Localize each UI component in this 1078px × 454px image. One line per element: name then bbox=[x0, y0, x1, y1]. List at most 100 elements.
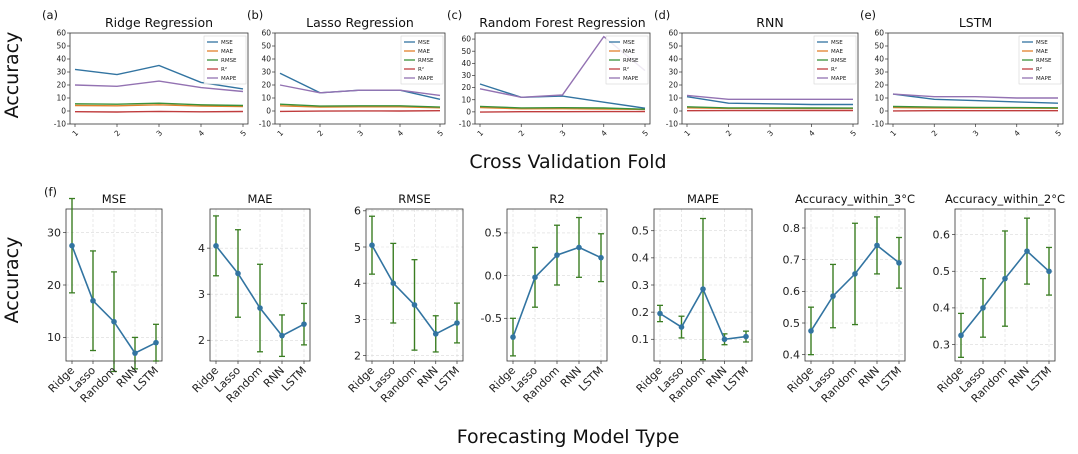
mean-point bbox=[554, 252, 560, 258]
x-tick-label: 2 bbox=[315, 128, 325, 138]
mean-point bbox=[808, 328, 814, 334]
series-line-mae bbox=[74, 104, 244, 108]
mean-point bbox=[132, 350, 138, 356]
y-tick-label: 30 bbox=[261, 68, 271, 77]
mean-point bbox=[830, 293, 836, 299]
legend-label: MAE bbox=[221, 49, 234, 55]
panel-title: MAPE bbox=[687, 192, 719, 206]
x-tick-label: 4 bbox=[395, 128, 405, 138]
legend-label: RMSE bbox=[221, 58, 237, 64]
top-x-label: Cross Validation Fold bbox=[469, 151, 666, 173]
y-tick-label: 0.5 bbox=[485, 227, 503, 240]
legend-label: R² bbox=[418, 66, 424, 73]
x-tick-label: 3 bbox=[971, 128, 981, 138]
mean-point bbox=[454, 320, 460, 326]
y-tick-label: 20 bbox=[461, 83, 471, 92]
mean-point bbox=[301, 321, 307, 327]
panel-title: RMSE bbox=[398, 192, 430, 206]
y-tick-label: 0.5 bbox=[632, 225, 650, 238]
mean-point bbox=[980, 305, 986, 311]
y-tick-label: 0.2 bbox=[632, 306, 650, 319]
y-tick-label: 0 bbox=[266, 107, 271, 116]
panel-title: LSTM bbox=[959, 15, 992, 30]
y-tick-label: 4 bbox=[198, 242, 205, 255]
y-tick-label: 50 bbox=[461, 47, 471, 56]
y-tick-label: 0.1 bbox=[632, 333, 650, 346]
legend-label: RMSE bbox=[418, 58, 434, 64]
y-tick-label: 10 bbox=[56, 94, 66, 103]
y-tick-label: 60 bbox=[874, 29, 884, 38]
bottom-y-label: Accuracy bbox=[1, 237, 23, 324]
legend-label: R² bbox=[623, 66, 629, 73]
y-tick-label: 20 bbox=[47, 279, 61, 292]
y-tick-label: 20 bbox=[874, 81, 884, 90]
legend-label: MAPE bbox=[418, 76, 434, 82]
series-line-mape bbox=[892, 93, 1058, 99]
y-tick-label: 30 bbox=[874, 68, 884, 77]
y-tick-label: 20 bbox=[261, 81, 271, 90]
panel-title: R2 bbox=[549, 192, 564, 206]
y-tick-label: 3 bbox=[198, 288, 205, 301]
mean-point bbox=[390, 280, 397, 286]
x-tick-label: 2 bbox=[724, 128, 734, 138]
y-tick-label: 20 bbox=[668, 81, 678, 90]
panel-title: MAE bbox=[247, 192, 272, 206]
x-tick-label: 3 bbox=[765, 128, 775, 138]
y-tick-label: 0 bbox=[879, 107, 884, 116]
y-tick-label: 10 bbox=[47, 331, 61, 344]
series-line-mape bbox=[74, 80, 244, 93]
y-tick-label: 30 bbox=[47, 226, 61, 239]
errorbar-panel-6: Accuracy_within_3°C0.40.50.60.70.8RidgeL… bbox=[783, 192, 915, 405]
panel-4: (d) RNN -10 0 10 20 30 40 50 60 1 2 3 4 5 MSE MAE RMSE R² M… bbox=[654, 8, 859, 138]
mean-point bbox=[1002, 275, 1008, 282]
legend-label: MSE bbox=[623, 40, 635, 46]
mean-point bbox=[1024, 248, 1030, 254]
panel-title: Accuracy_within_2°C bbox=[945, 192, 1065, 206]
panel-title: Lasso Regression bbox=[306, 15, 414, 30]
y-tick-label: 10 bbox=[261, 94, 271, 103]
series-line-rmse bbox=[279, 103, 441, 108]
x-tick-label: 1 bbox=[70, 128, 80, 138]
series-line-mse bbox=[74, 64, 244, 90]
mean-point bbox=[1046, 268, 1052, 275]
y-tick-label: 60 bbox=[56, 29, 66, 38]
y-tick-label: 60 bbox=[461, 35, 471, 44]
x-tick-label: 4 bbox=[807, 128, 817, 138]
panel-3: (c) Random Forest Regression -10 0 10 20 30 40 5… bbox=[447, 8, 651, 138]
series-line-mae bbox=[279, 105, 441, 109]
x-tick-label: 4 bbox=[1012, 128, 1022, 138]
legend-label: R² bbox=[221, 66, 227, 73]
mean-point bbox=[743, 333, 749, 340]
x-tick-label: LSTM bbox=[1024, 364, 1054, 394]
y-tick-label: 50 bbox=[56, 42, 66, 51]
panel-1: (a) Ridge Regression -10 0 10 20 30 40 50 60 1 2 3 4 5… bbox=[42, 8, 249, 138]
y-tick-label: 0.4 bbox=[933, 302, 951, 315]
y-tick-label: 0.3 bbox=[933, 338, 951, 351]
mean-point bbox=[852, 271, 858, 277]
y-tick-label: 0.0 bbox=[485, 269, 503, 282]
panel-letter: (a) bbox=[42, 8, 58, 22]
legend-label: RMSE bbox=[1036, 58, 1052, 64]
y-tick-label: 0 bbox=[673, 107, 678, 116]
mean-point bbox=[213, 243, 219, 249]
legend-label: RMSE bbox=[623, 58, 639, 64]
x-tick-label: 5 bbox=[848, 128, 858, 138]
legend-label: MSE bbox=[1036, 40, 1048, 46]
y-tick-label: 10 bbox=[461, 95, 471, 104]
y-tick-label: 40 bbox=[668, 55, 678, 64]
x-tick-label: 1 bbox=[275, 128, 285, 138]
mean-point bbox=[411, 302, 418, 308]
x-tick-label: 3 bbox=[154, 128, 164, 138]
y-tick-label: 0 bbox=[466, 107, 471, 116]
mean-point bbox=[510, 334, 516, 340]
panel-2: (b) Lasso Regression -10 0 10 20 30 40 50 60 1 2 3 4 5… bbox=[247, 8, 446, 138]
series-line-r2 bbox=[279, 110, 441, 113]
series-line-mse bbox=[479, 83, 646, 109]
y-tick-label: -0.5 bbox=[481, 312, 502, 325]
legend-label: RMSE bbox=[831, 58, 847, 64]
legend-label: MAE bbox=[418, 49, 431, 55]
